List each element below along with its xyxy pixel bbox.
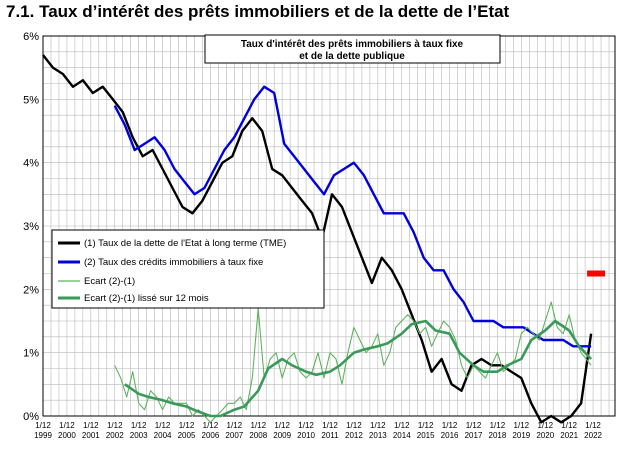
subtitle-line-1: Taux d'intérêt des prêts immobiliers à t… <box>241 39 464 50</box>
x-tick-label-year: 2008 <box>249 431 267 440</box>
y-tick-label: 2% <box>23 284 39 296</box>
y-tick-label: 6% <box>23 31 39 43</box>
x-tick-label-month: 1/12 <box>466 421 482 430</box>
subtitle-frame <box>204 34 501 64</box>
series-line-tme <box>42 54 593 424</box>
x-tick-label-year: 2014 <box>393 431 411 440</box>
y-tick-label: 0% <box>23 411 39 423</box>
x-tick-label-year: 2021 <box>560 431 578 440</box>
x-tick-label-month: 1/12 <box>250 421 266 430</box>
x-tick-label-month: 1/12 <box>394 421 410 430</box>
x-tick-label-month: 1/12 <box>203 421 219 430</box>
y-tick-label: 4% <box>23 158 39 170</box>
x-tick-label-month: 1/12 <box>561 421 577 430</box>
x-tick-label-month: 1/12 <box>322 421 338 430</box>
x-tick-label-year: 2020 <box>536 431 554 440</box>
x-tick-label-year: 2005 <box>178 431 196 440</box>
x-tick-label-month: 1/12 <box>274 421 290 430</box>
series-line-ecart-smoothed <box>123 319 593 418</box>
x-tick-label-year: 2016 <box>441 431 459 440</box>
red-marker <box>587 270 606 277</box>
legend-label-ecart: Ecart (2)-(1) <box>84 276 135 287</box>
x-tick-label-month: 1/12 <box>35 421 51 430</box>
x-tick-label-year: 2012 <box>345 431 363 440</box>
x-tick-label-year: 2017 <box>465 431 483 440</box>
x-tick-label-month: 1/12 <box>346 421 362 430</box>
page-title: 7.1. Taux d’intérêt des prêts immobilier… <box>6 2 510 21</box>
x-tick-label-year: 2000 <box>58 431 76 440</box>
x-tick-label-month: 1/12 <box>59 421 75 430</box>
x-tick-label-year: 2011 <box>321 431 339 440</box>
axes: 0%1%2%3%4%5%6%1/1219991/1220001/1220011/… <box>23 31 602 440</box>
x-tick-label-year: 2019 <box>512 431 530 440</box>
legend: (1) Taux de la dette de l'Etat à long te… <box>51 229 325 309</box>
x-tick-label-month: 1/12 <box>490 421 506 430</box>
x-tick-label-month: 1/12 <box>370 421 386 430</box>
x-tick-label-month: 1/12 <box>418 421 434 430</box>
x-tick-label-year: 2001 <box>82 431 100 440</box>
x-tick-label-year: 2015 <box>417 431 435 440</box>
x-tick-label-year: 2004 <box>154 431 172 440</box>
series-group <box>42 54 593 424</box>
x-tick-label-month: 1/12 <box>131 421 147 430</box>
legend-frame <box>51 229 325 309</box>
y-tick-label: 3% <box>23 221 39 233</box>
x-tick-label-month: 1/12 <box>442 421 458 430</box>
x-tick-label-month: 1/12 <box>537 421 553 430</box>
x-tick-label-month: 1/12 <box>514 421 530 430</box>
legend-label-credit: (2) Taux des crédits immobiliers à taux … <box>84 257 263 268</box>
x-tick-label-year: 2013 <box>369 431 387 440</box>
x-tick-label-year: 2002 <box>106 431 124 440</box>
x-tick-label-year: 2010 <box>297 431 315 440</box>
legend-label-ecart-smoothed: Ecart (2)-(1) lissé sur 12 mois <box>84 293 209 304</box>
legend-label-tme: (1) Taux de la dette de l'Etat à long te… <box>84 238 286 249</box>
x-tick-label-month: 1/12 <box>179 421 195 430</box>
x-tick-label-month: 1/12 <box>585 421 601 430</box>
y-tick-label: 1% <box>23 348 39 360</box>
x-tick-label-month: 1/12 <box>155 421 171 430</box>
x-tick-label-year: 2022 <box>584 431 602 440</box>
series-line-ecart <box>114 301 592 423</box>
markers <box>587 270 606 277</box>
series-line-credit <box>113 85 592 348</box>
x-tick-label-month: 1/12 <box>107 421 123 430</box>
x-tick-label-month: 1/12 <box>83 421 99 430</box>
y-tick-label: 5% <box>23 94 39 106</box>
x-tick-label-month: 1/12 <box>298 421 314 430</box>
x-tick-label-year: 1999 <box>34 431 52 440</box>
subtitle-line-2: et de la dette publique <box>299 51 405 62</box>
x-tick-label-year: 2007 <box>225 431 243 440</box>
x-tick-label-year: 2018 <box>489 431 507 440</box>
x-tick-label-year: 2003 <box>130 431 148 440</box>
x-tick-label-year: 2006 <box>202 431 220 440</box>
x-tick-label-year: 2009 <box>273 431 291 440</box>
subtitle-box: Taux d'intérêt des prêts immobiliers à t… <box>204 34 501 64</box>
x-tick-label-month: 1/12 <box>227 421 243 430</box>
